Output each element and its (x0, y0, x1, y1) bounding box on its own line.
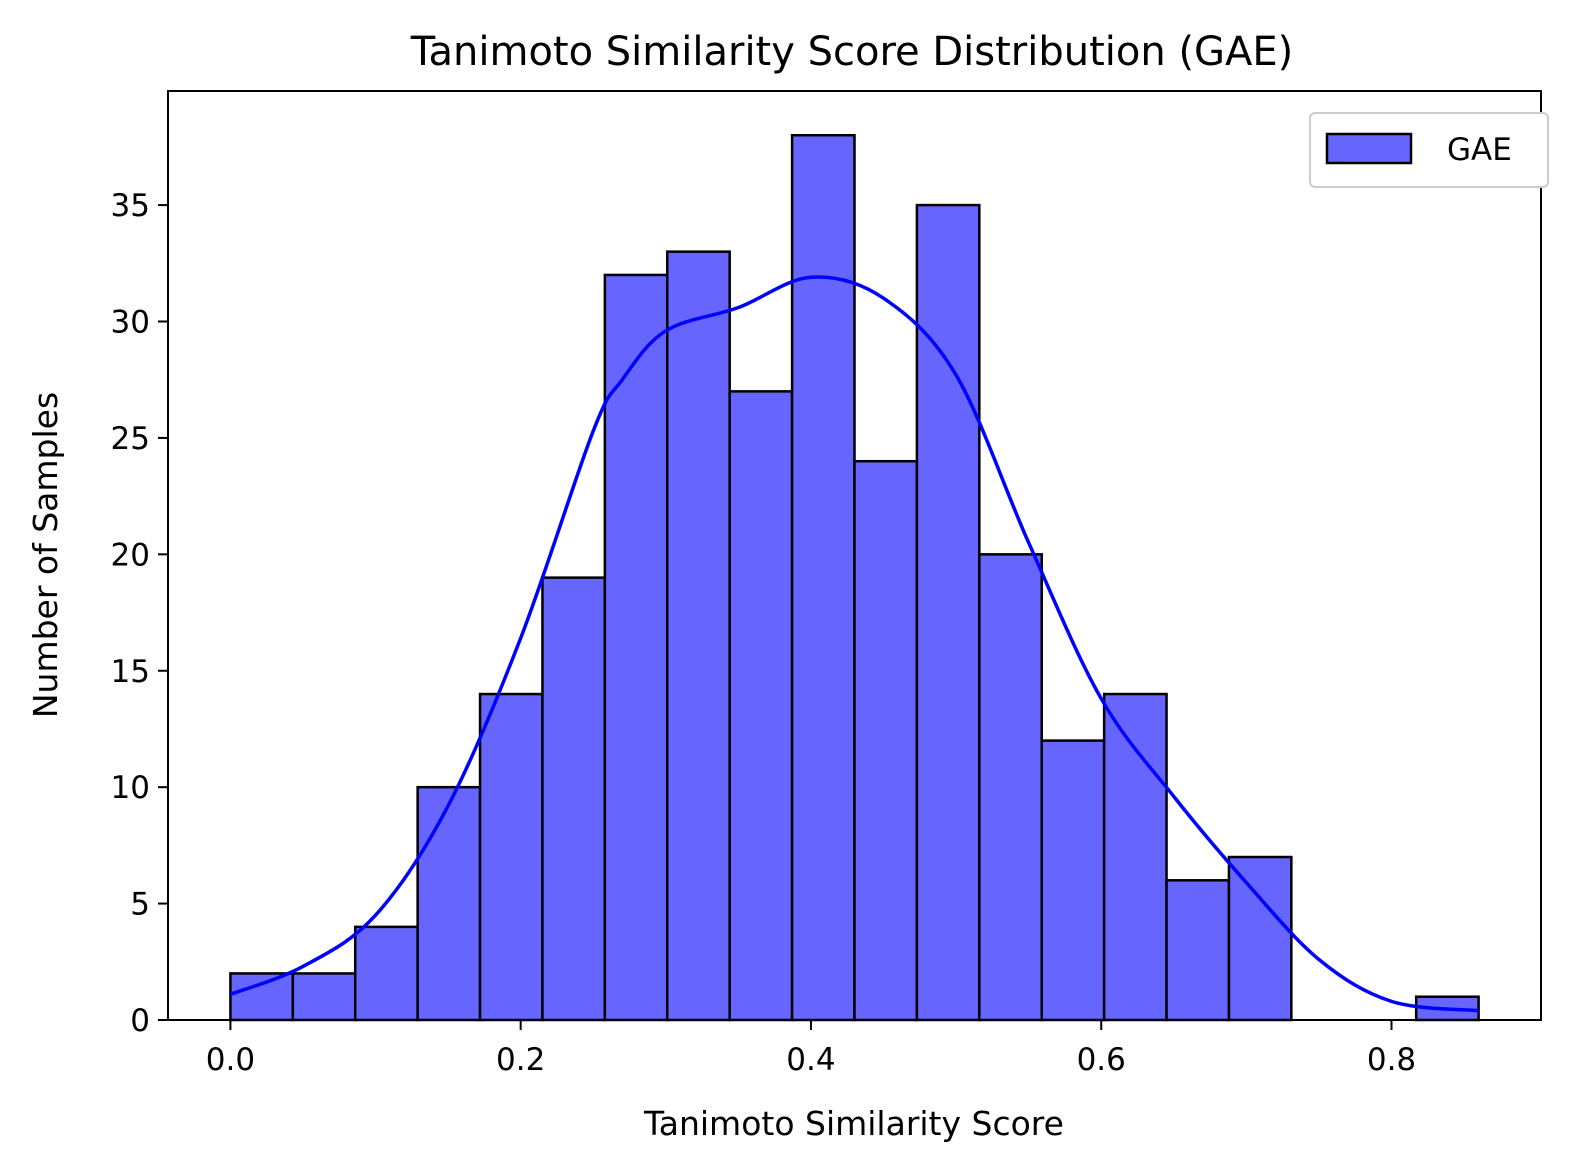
x-tick-label: 0.2 (496, 1042, 545, 1078)
histogram-bar (353, 925, 419, 1022)
histogram-bar (915, 203, 981, 1022)
histogram-bar (541, 576, 607, 1022)
x-tick-label: 0.8 (1367, 1042, 1416, 1078)
chart-title: Tanimoto Similarity Score Distribution (… (410, 29, 1294, 75)
y-tick-label: 20 (111, 537, 150, 573)
y-tick-label: 5 (130, 887, 150, 923)
histogram-bar (728, 390, 794, 1022)
histogram-bar (1102, 692, 1168, 1022)
y-axis-label: Number of Samples (26, 392, 65, 718)
x-tick-label: 0.6 (1077, 1042, 1126, 1078)
histogram-bar (291, 972, 357, 1022)
legend-frame (1309, 112, 1549, 188)
y-tick-label: 0 (130, 1003, 150, 1039)
histogram-bar (790, 133, 856, 1022)
histogram-bar (978, 553, 1043, 1022)
legend-label-gae: GAE (1447, 132, 1512, 168)
y-tick-label: 30 (111, 305, 150, 341)
y-tick-label: 15 (111, 654, 150, 690)
histogram-bar (666, 250, 731, 1022)
histogram-bar (229, 972, 295, 1022)
x-axis-ticks: 0.0 0.2 0.4 0.6 0.8 (206, 1020, 1416, 1078)
histogram-bar (853, 459, 919, 1022)
histogram-bar (1040, 739, 1106, 1022)
histogram-bars (229, 133, 1480, 1022)
legend: GAE (1309, 112, 1549, 188)
y-axis-ticks: 0 5 10 15 20 25 30 35 (111, 188, 168, 1039)
histogram-bar (478, 692, 544, 1022)
x-tick-label: 0.0 (206, 1042, 255, 1078)
y-tick-label: 35 (111, 188, 150, 224)
histogram-bar (416, 785, 482, 1022)
histogram-bar (603, 273, 669, 1022)
kde-curve-line (229, 275, 1479, 1013)
plot-area-frame (167, 90, 1542, 1021)
x-tick-label: 0.4 (786, 1042, 835, 1078)
legend-swatch-gae (1325, 132, 1413, 165)
y-tick-label: 25 (111, 421, 150, 457)
x-axis-label: Tanimoto Similarity Score (643, 1104, 1064, 1143)
histogram-bar (1165, 879, 1231, 1022)
histogram-bar (1227, 855, 1293, 1022)
y-tick-label: 10 (111, 770, 150, 806)
